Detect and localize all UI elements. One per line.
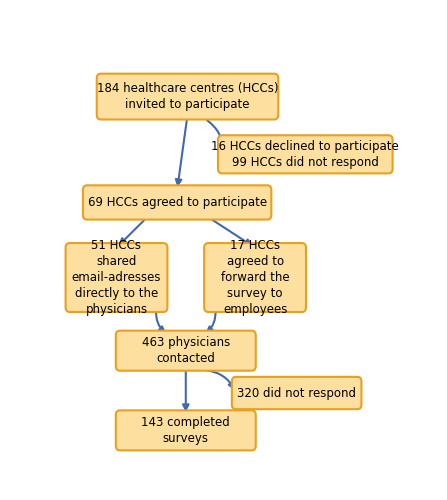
Text: 320 did not respond: 320 did not respond <box>237 386 356 400</box>
FancyBboxPatch shape <box>218 136 392 173</box>
Text: 184 healthcare centres (HCCs)
invited to participate: 184 healthcare centres (HCCs) invited to… <box>97 82 278 111</box>
Text: 51 HCCs
shared
email-adresses
directly to the
physicians: 51 HCCs shared email-adresses directly t… <box>72 239 161 316</box>
FancyBboxPatch shape <box>66 243 168 312</box>
Text: 143 completed
surveys: 143 completed surveys <box>141 416 230 445</box>
FancyBboxPatch shape <box>204 243 306 312</box>
Text: 16 HCCs declined to participate
99 HCCs did not respond: 16 HCCs declined to participate 99 HCCs … <box>211 140 399 169</box>
Text: 17 HCCs
agreed to
forward the
survey to
employees: 17 HCCs agreed to forward the survey to … <box>221 239 289 316</box>
FancyBboxPatch shape <box>116 410 256 451</box>
FancyBboxPatch shape <box>116 330 256 370</box>
FancyBboxPatch shape <box>232 377 362 409</box>
FancyBboxPatch shape <box>97 74 278 120</box>
FancyBboxPatch shape <box>83 186 271 220</box>
Text: 463 physicians
contacted: 463 physicians contacted <box>142 336 230 365</box>
Text: 69 HCCs agreed to participate: 69 HCCs agreed to participate <box>88 196 267 209</box>
